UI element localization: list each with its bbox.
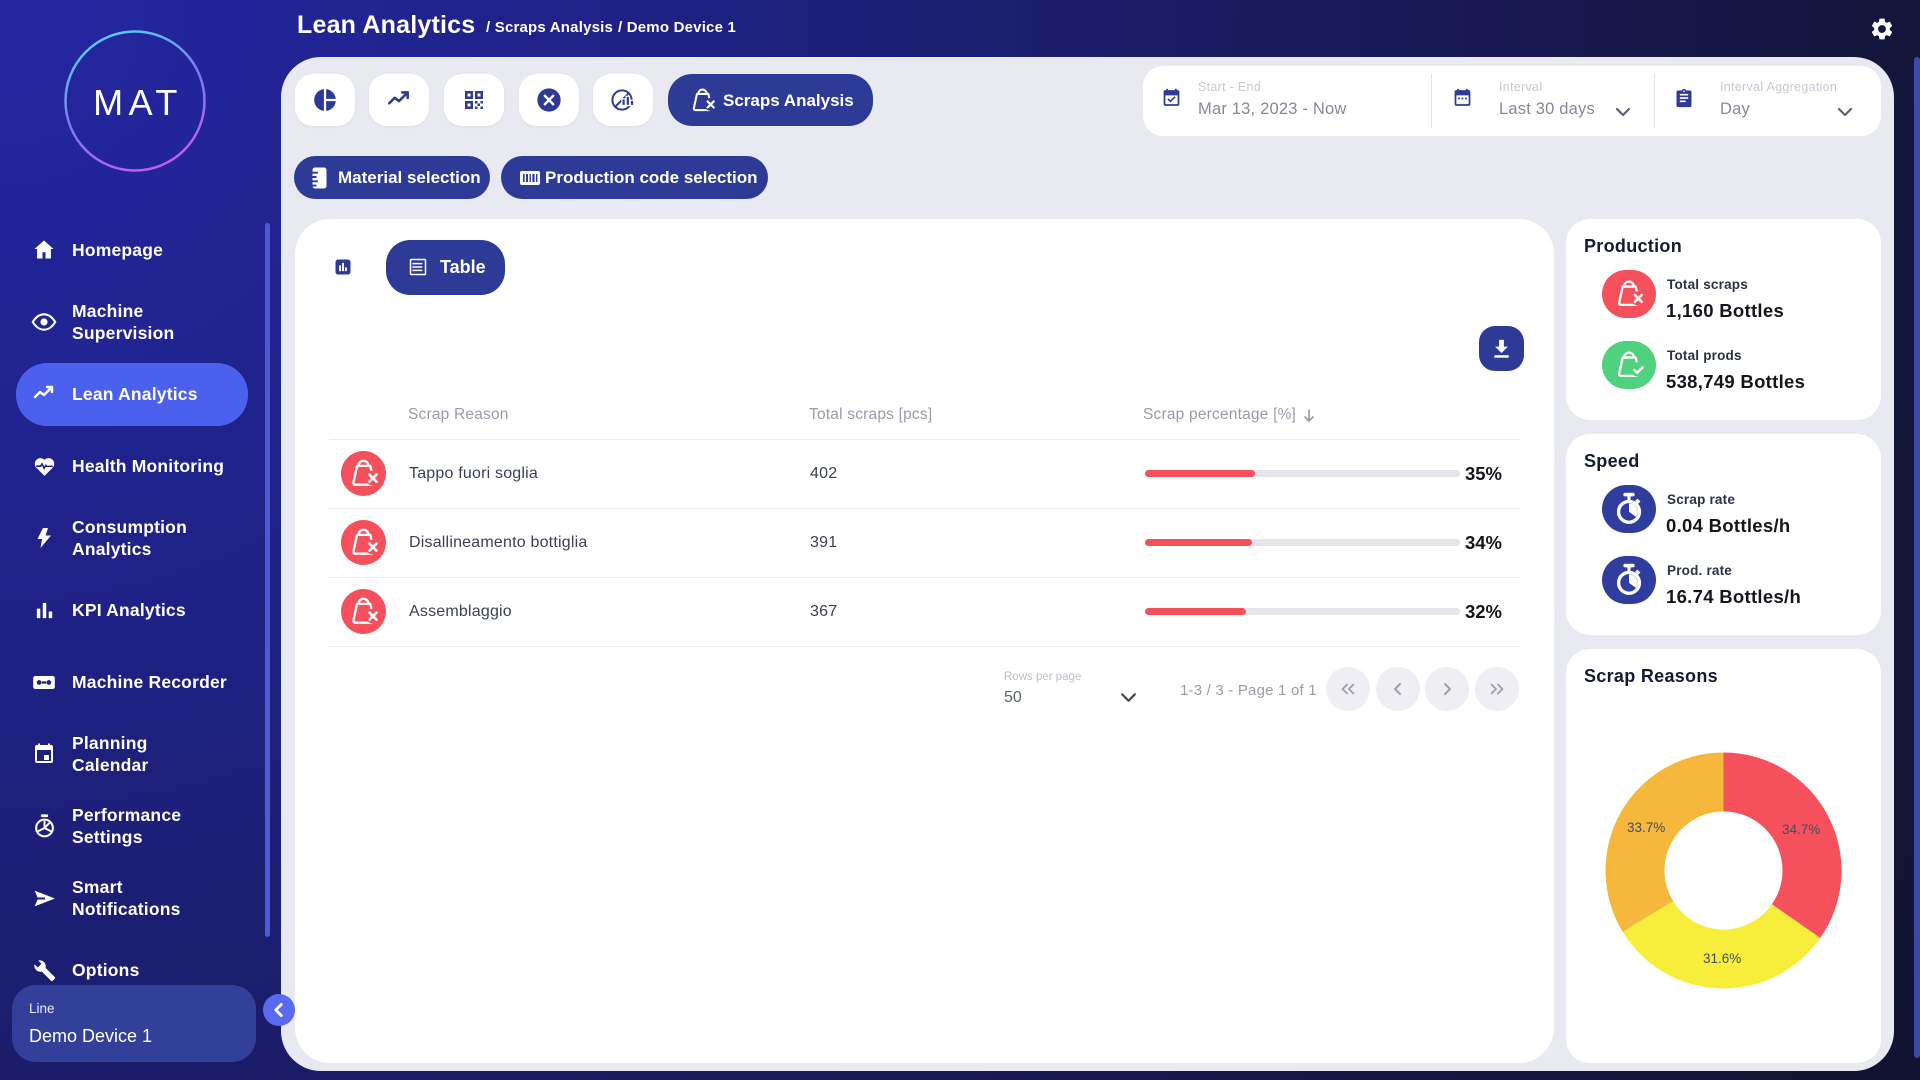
svg-text:MAT: MAT <box>93 82 183 123</box>
